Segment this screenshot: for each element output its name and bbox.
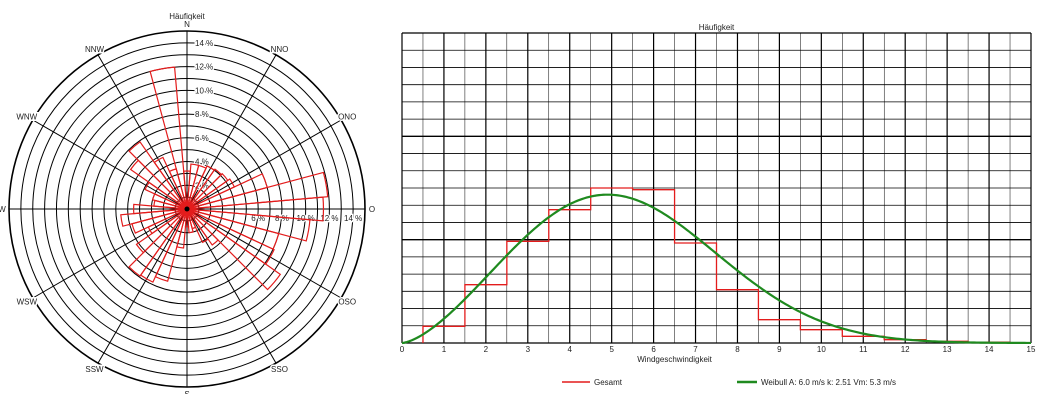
wind-speed-distribution-chart: Häufigkeit 0 1 2 3 4 5 6 7 8 9 10 11 12 13 14 15 Windgesc… [390,0,1037,394]
rose-spoke-oso [186,208,342,299]
rose-sector-26 [120,208,188,227]
rose-sector-10 [186,208,311,242]
direction-label-wsw: WSW [17,298,38,307]
x-tick-label: 6 [651,345,656,354]
rose-sector-8 [186,171,329,210]
radial-tick-label-e: 12 % [320,214,338,223]
x-tick-label: 12 [901,345,910,354]
radial-tick-label-e: 6 % [251,214,265,223]
direction-label-s: S [184,390,189,394]
radial-tick-label-n: 14 % [195,39,213,48]
direction-label-wnw: WNW [16,113,37,122]
direction-label-nnw: NNW [85,45,105,54]
rose-spoke-ono [186,119,342,210]
rose-spoke-nnw [97,54,188,210]
x-tick-label: 15 [1027,345,1036,354]
x-tick-label: 5 [609,345,614,354]
rose-sector-23 [135,208,188,254]
direction-label-oso: OSO [338,298,356,307]
x-tick-label: 4 [568,345,573,354]
histogram-title: Häufigkeit [699,23,735,32]
rose-sector-13 [186,208,282,291]
rose-sector-9 [186,196,325,222]
radial-tick-label-n: 10 % [195,86,213,95]
direction-label-ono: ONO [338,113,356,122]
rose-sector-33 [153,156,188,210]
direction-label-w: W [0,205,6,214]
legend-label-gesamt: Gesamt [594,378,623,387]
rose-spoke-wnw [32,119,188,210]
direction-label-o: O [369,205,375,214]
x-tick-label: 3 [526,345,531,354]
radial-tick-label-n: 8 % [195,110,209,119]
x-tick-label: 8 [735,345,740,354]
rose-sector-35 [149,66,188,210]
rose-sector-14 [186,208,219,246]
radial-tick-label-n: 6 % [195,134,209,143]
rose-sector-32 [128,141,188,210]
direction-label-ssw: SSW [85,365,104,374]
rose-spoke-nno [186,54,277,210]
x-tick-label: 1 [442,345,447,354]
x-tick-label: 13 [943,345,952,354]
rose-title: Häufigkeit [169,12,205,21]
radial-tick-label-e: 8 % [275,214,289,223]
rose-sector-17 [186,208,194,234]
radial-tick-label-e: 14 % [344,214,362,223]
radial-tick-label-n: 12 % [195,63,213,72]
x-axis-title: Windgeschwindigkeit [637,355,712,364]
rose-sector-22 [128,208,188,277]
radial-tick-label-e: 10 % [297,214,315,223]
x-tick-label: 14 [985,345,994,354]
rose-spoke-ssw [97,208,188,364]
radial-tick-label-n: 4 % [195,158,209,167]
rose-spoke-sso [186,208,277,364]
rose-sector-15 [186,208,209,244]
direction-label-sso: SSO [271,365,288,374]
series-weibull-curve [401,193,1031,345]
rose-sector-27 [132,203,188,215]
x-tick-label: 2 [484,345,489,354]
x-tick-label: 10 [817,345,826,354]
radial-tick-label-n: 2 % [195,181,209,190]
rose-center [184,206,190,212]
direction-label-n: N [184,20,190,29]
x-tick-label: 0 [400,345,405,354]
x-tick-label: 9 [777,345,782,354]
rose-spoke-wsw [32,208,188,299]
x-tick-label: 7 [693,345,698,354]
legend-label-weibull: Weibull A: 6.0 m/s k: 2.51 Vm: 5.3 m/s [761,378,896,387]
direction-label-nno: NNO [271,45,289,54]
x-tick-label: 11 [859,345,868,354]
